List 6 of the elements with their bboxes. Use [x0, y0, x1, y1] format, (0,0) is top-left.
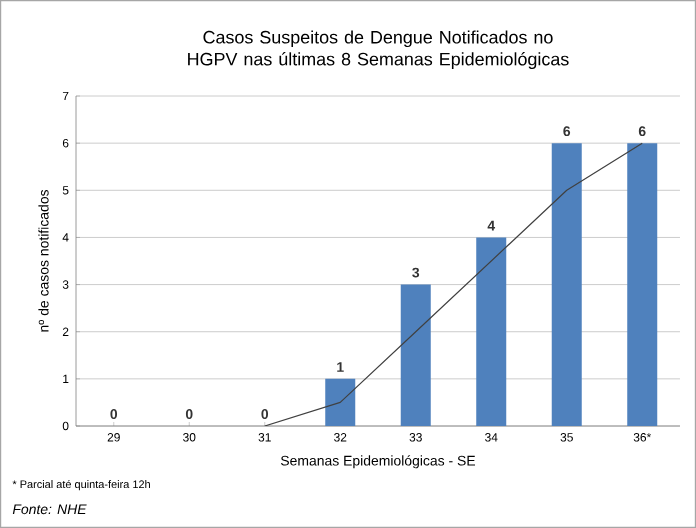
bar [627, 143, 658, 426]
bar [400, 284, 431, 426]
bar [325, 378, 356, 426]
chart-title: Casos Suspeitos de Dengue Notificados no HGPV nas últimas 8 Semanas Epidemiológicas [188, 30, 569, 70]
bar [476, 237, 507, 426]
bar [551, 143, 582, 426]
